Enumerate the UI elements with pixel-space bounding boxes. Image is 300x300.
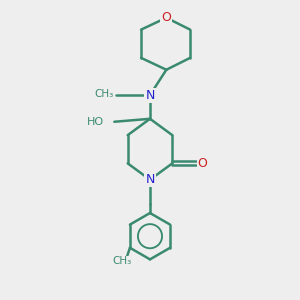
Text: O: O — [161, 11, 171, 24]
Text: N: N — [145, 88, 155, 101]
Text: CH₃: CH₃ — [112, 256, 131, 266]
Text: N: N — [145, 173, 155, 186]
Text: O: O — [198, 157, 208, 170]
Text: HO: HO — [87, 117, 104, 127]
Text: CH₃: CH₃ — [94, 89, 113, 99]
